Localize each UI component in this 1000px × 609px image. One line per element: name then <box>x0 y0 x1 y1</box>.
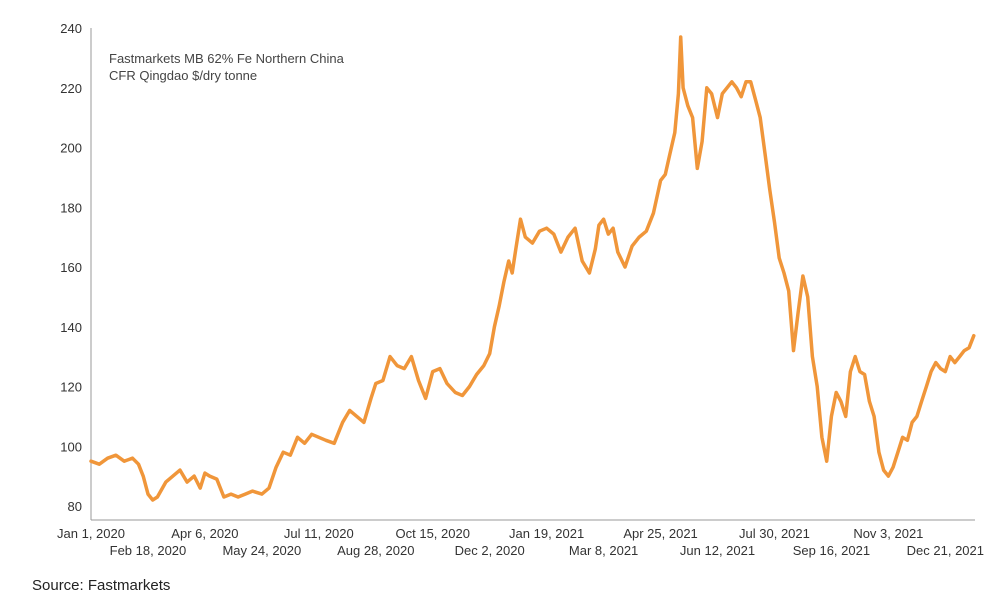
chart-annotation-line-1: Fastmarkets MB 62% Fe Northern China <box>109 51 345 66</box>
x-tick-label: Dec 2, 2020 <box>455 543 525 558</box>
x-tick-label: Dec 21, 2021 <box>907 543 984 558</box>
price-series-line <box>89 35 976 502</box>
y-tick-labels: 80 100 120 140 160 180 200 220 240 <box>60 21 82 514</box>
x-tick-label: Apr 6, 2020 <box>171 526 238 541</box>
x-tick-labels: Jan 1, 2020 Apr 6, 2020 Jul 11, 2020 Oct 15… <box>57 526 984 558</box>
iron-ore-price-chart: 80 100 120 140 160 180 200 220 240 Jan 1, 2020 Ap… <box>57 21 984 558</box>
y-tick-label: 160 <box>60 260 82 275</box>
y-tick-label: 240 <box>60 21 82 36</box>
y-tick-label: 200 <box>60 141 82 156</box>
x-tick-label: May 24, 2020 <box>222 543 301 558</box>
x-tick-label: Sep 16, 2021 <box>793 543 870 558</box>
x-tick-label: Aug 28, 2020 <box>337 543 414 558</box>
x-tick-label: Jan 1, 2020 <box>57 526 125 541</box>
chart-annotation-line-2: CFR Qingdao $/dry tonne <box>109 68 257 83</box>
y-tick-label: 140 <box>60 320 82 335</box>
x-tick-label: Oct 15, 2020 <box>396 526 470 541</box>
y-tick-label: 80 <box>68 499 82 514</box>
x-tick-label: Mar 8, 2021 <box>569 543 638 558</box>
x-tick-label: Jan 19, 2021 <box>509 526 584 541</box>
y-tick-label: 220 <box>60 81 82 96</box>
x-tick-label: Nov 3, 2021 <box>853 526 923 541</box>
y-tick-label: 100 <box>60 439 82 454</box>
source-note: Source: Fastmarkets <box>32 577 171 594</box>
x-tick-label: Jul 11, 2020 <box>284 526 354 541</box>
x-tick-label: Apr 25, 2021 <box>623 526 697 541</box>
y-tick-label: 180 <box>60 200 82 215</box>
x-tick-label: Feb 18, 2020 <box>110 543 187 558</box>
x-tick-label: Jun 12, 2021 <box>680 543 755 558</box>
y-tick-label: 120 <box>60 380 82 395</box>
x-tick-label: Jul 30, 2021 <box>739 526 810 541</box>
